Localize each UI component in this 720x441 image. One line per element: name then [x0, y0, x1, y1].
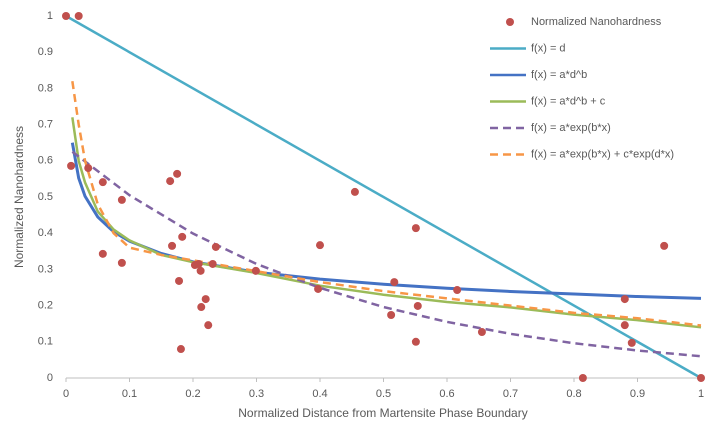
- data-point: [74, 12, 83, 20]
- x-tick-label: 0.9: [630, 388, 645, 400]
- x-tick-label: 0.7: [503, 388, 518, 400]
- y-tick-label: 1: [47, 10, 53, 22]
- legend-label: f(x) = d: [531, 42, 566, 54]
- data-point: [173, 169, 182, 178]
- data-point: [314, 284, 323, 293]
- data-point: [453, 286, 462, 295]
- data-point: [98, 249, 107, 258]
- fit-line: [71, 150, 702, 358]
- y-tick-label: 0.2: [38, 300, 53, 312]
- x-tick-label: 0.4: [312, 388, 327, 400]
- data-point: [316, 241, 324, 250]
- data-point: [660, 241, 669, 250]
- data-point: [176, 345, 185, 354]
- data-point: [578, 374, 587, 382]
- x-tick-label: 0.6: [439, 388, 454, 400]
- data-point: [201, 295, 210, 304]
- data-point: [117, 258, 126, 267]
- data-point: [413, 301, 422, 310]
- x-tick-label: 0.5: [376, 388, 391, 400]
- data-point: [194, 259, 203, 268]
- data-point: [350, 187, 359, 196]
- data-point: [411, 224, 420, 233]
- data-point: [620, 321, 629, 330]
- legend-label: Normalized Nanohardness: [531, 16, 662, 28]
- data-point: [697, 374, 705, 382]
- y-axis-title: Normalized Nanohardness: [12, 126, 26, 268]
- x-tick-label: 0: [63, 388, 69, 400]
- y-tick-label: 0.6: [38, 155, 53, 167]
- data-point: [196, 266, 205, 275]
- legend-marker: [506, 18, 514, 26]
- y-tick-label: 0.1: [38, 336, 53, 348]
- data-point: [627, 338, 636, 347]
- y-tick-label: 0.7: [38, 119, 53, 131]
- fit-line: [70, 142, 702, 300]
- data-point: [208, 259, 217, 268]
- data-point: [67, 161, 76, 170]
- data-point: [477, 328, 486, 337]
- x-tick-label: 0.3: [249, 388, 264, 400]
- data-point: [178, 232, 187, 241]
- y-tick-label: 0.9: [38, 46, 53, 58]
- legend-label: f(x) = a*exp(b*x) + c*exp(d*x): [531, 148, 674, 160]
- fit-line: [65, 14, 702, 380]
- data-point: [620, 295, 629, 304]
- fit-line: [71, 117, 702, 329]
- y-tick-label: 0.4: [38, 227, 53, 239]
- data-point: [197, 303, 206, 312]
- legend-label: f(x) = a*d^b + c: [531, 95, 606, 107]
- data-point: [166, 177, 175, 186]
- data-point: [211, 242, 220, 251]
- y-tick-label: 0.5: [38, 191, 53, 203]
- fit-line: [71, 80, 702, 327]
- y-tick-label: 0: [47, 372, 53, 384]
- y-tick-label: 0.3: [38, 263, 53, 275]
- y-tick-label: 0.8: [38, 82, 53, 94]
- data-point: [98, 178, 107, 187]
- data-point: [117, 195, 126, 204]
- data-point: [175, 276, 184, 285]
- legend-label: f(x) = a*d^b: [531, 69, 587, 81]
- x-tick-label: 0.1: [122, 388, 137, 400]
- x-axis-title: Normalized Distance from Martensite Phas…: [238, 406, 527, 420]
- data-point: [62, 12, 70, 20]
- data-point: [251, 266, 260, 275]
- data-point: [168, 241, 177, 250]
- data-point: [387, 311, 396, 320]
- legend-label: f(x) = a*exp(b*x): [531, 122, 611, 134]
- data-point: [411, 337, 420, 346]
- x-tick-label: 0.8: [566, 388, 581, 400]
- data-point: [204, 321, 213, 330]
- data-point: [390, 278, 399, 287]
- x-tick-label: 0.2: [185, 388, 200, 400]
- data-point: [84, 164, 93, 173]
- x-tick-label: 1: [698, 388, 704, 400]
